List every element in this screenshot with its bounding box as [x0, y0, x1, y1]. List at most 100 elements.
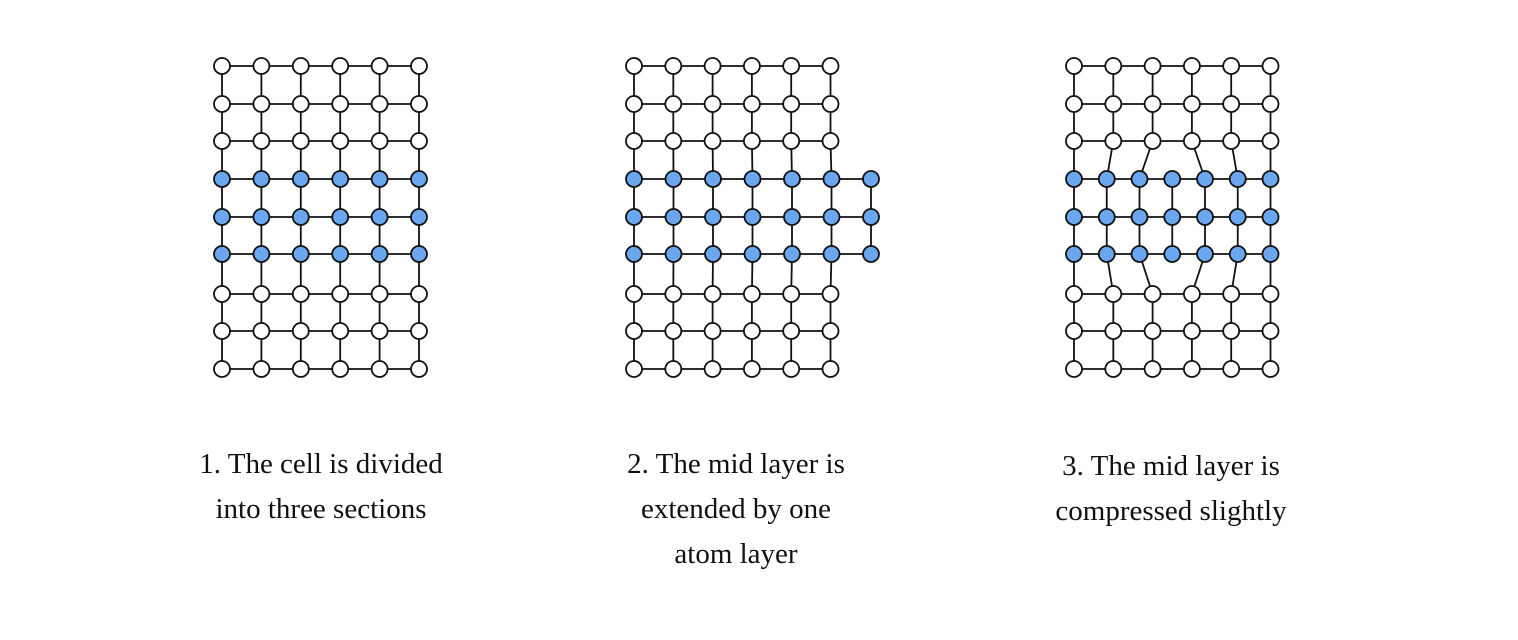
atom — [821, 132, 840, 150]
atom — [782, 360, 801, 378]
atom — [1143, 322, 1162, 340]
atom — [625, 132, 643, 150]
caption-line: into three sections — [215, 493, 427, 525]
mid-layer-atom — [1065, 245, 1083, 263]
atom — [743, 132, 761, 150]
atom — [1143, 360, 1162, 378]
atom — [1222, 57, 1241, 75]
atom — [370, 57, 389, 75]
atom — [410, 322, 428, 340]
caption-line: 1. The cell is divided — [199, 448, 443, 480]
mid-layer-atom — [743, 245, 762, 263]
atom — [1222, 285, 1241, 303]
atom — [1143, 285, 1162, 303]
atom — [213, 95, 231, 113]
mid-layer-atom — [1130, 170, 1149, 188]
mid-layer-atom — [1130, 245, 1149, 263]
mid-layer-atom — [822, 208, 841, 226]
mid-layer-atom — [1163, 245, 1182, 263]
mid-layer-atom — [410, 245, 428, 263]
mid-layer-atom — [743, 208, 762, 226]
atom — [1222, 95, 1241, 113]
atom — [252, 132, 271, 150]
mid-layer-atom — [410, 170, 428, 188]
atom — [291, 95, 310, 113]
atom — [331, 132, 350, 150]
caption-panel-3: 3. The mid layer is compressed slightly — [1016, 444, 1326, 534]
atom — [664, 132, 683, 150]
atom — [1104, 132, 1123, 150]
atom — [291, 322, 310, 340]
atom — [1104, 322, 1123, 340]
mid-layer-atom — [704, 170, 722, 188]
mid-layer-atom — [625, 170, 643, 188]
mid-layer-atom — [252, 208, 271, 226]
mid-layer-atom — [783, 170, 801, 188]
atom — [1183, 57, 1201, 75]
caption-line: 2. The mid layer is — [627, 448, 845, 480]
mid-layer-atom — [370, 208, 389, 226]
atom — [1104, 285, 1123, 303]
mid-layer-atom — [704, 208, 722, 226]
mid-layer-atom — [625, 208, 643, 226]
atom — [625, 285, 643, 303]
atom — [410, 95, 428, 113]
atom — [1261, 322, 1280, 340]
mid-layer-atom — [213, 170, 231, 188]
mid-layer-atom — [370, 170, 389, 188]
atom — [252, 360, 271, 378]
atom — [1065, 285, 1083, 303]
atom — [1104, 57, 1123, 75]
mid-layer-atom — [370, 245, 389, 263]
atom — [1261, 95, 1280, 113]
caption-line: 3. The mid layer is — [1062, 450, 1280, 482]
mid-layer-atom — [664, 245, 683, 263]
atom — [1065, 95, 1083, 113]
atom — [1261, 132, 1280, 150]
atom — [821, 95, 840, 113]
atom — [1222, 360, 1241, 378]
mid-layer-atom — [291, 245, 310, 263]
atom — [1065, 132, 1083, 150]
atom — [213, 132, 231, 150]
atom — [1143, 57, 1162, 75]
atom — [213, 57, 231, 75]
mid-layer-atom — [213, 245, 231, 263]
mid-layer-atom — [664, 208, 683, 226]
atom — [743, 360, 761, 378]
atom — [625, 95, 643, 113]
mid-layer-atom — [743, 170, 762, 188]
mid-layer-atom — [1196, 208, 1214, 226]
mid-layer-atom — [331, 245, 350, 263]
mid-layer-atom — [862, 208, 880, 226]
atom — [252, 322, 271, 340]
mid-layer-atom — [252, 245, 271, 263]
mid-layer-atom — [1261, 170, 1280, 188]
atom — [410, 285, 428, 303]
mid-layer-atom — [331, 208, 350, 226]
caption-panel-2: 2. The mid layer is extended by one atom… — [591, 442, 881, 577]
atom — [743, 57, 761, 75]
atom — [743, 95, 761, 113]
mid-layer-atom — [1228, 245, 1247, 263]
atom — [370, 360, 389, 378]
atom — [331, 285, 350, 303]
atom — [1183, 132, 1201, 150]
atom — [664, 285, 683, 303]
mid-layer-atom — [1097, 170, 1116, 188]
mid-layer-atom — [1163, 208, 1182, 226]
atom — [625, 57, 643, 75]
atom — [664, 95, 683, 113]
atom — [664, 57, 683, 75]
atom — [1222, 132, 1241, 150]
atom — [291, 132, 310, 150]
atom — [213, 322, 231, 340]
mid-layer-atom — [822, 170, 841, 188]
atom — [1143, 95, 1162, 113]
mid-layer-atom — [862, 170, 880, 188]
atom — [331, 360, 350, 378]
atom — [1183, 360, 1201, 378]
mid-layer-atom — [213, 208, 231, 226]
mid-layer-atom — [1130, 208, 1149, 226]
mid-layer-atom — [1228, 170, 1247, 188]
